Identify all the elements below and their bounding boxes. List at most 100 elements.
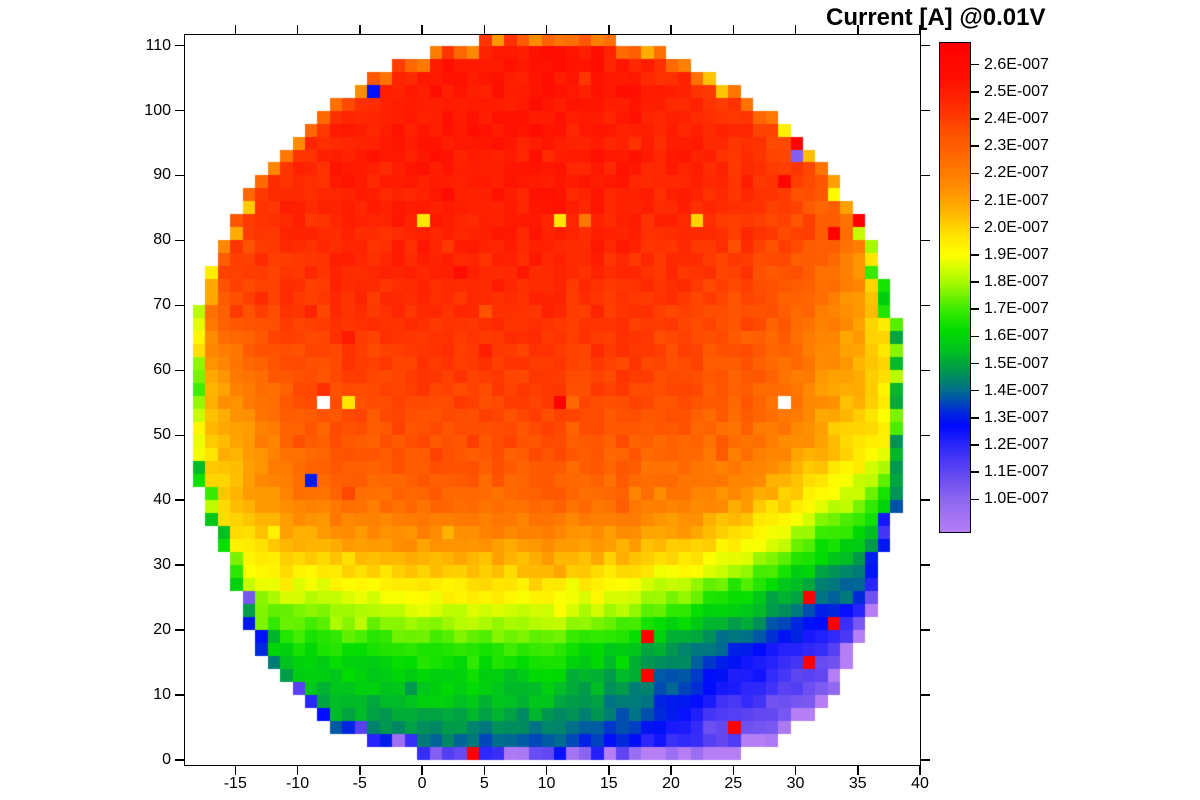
y-axis-tick (175, 369, 185, 372)
x-tick-label: -10 (285, 775, 310, 792)
x-axis-top-tick (234, 25, 237, 35)
y-axis-right-tick (920, 174, 930, 177)
x-axis-tick (296, 765, 299, 775)
x-axis-tick (919, 765, 921, 775)
colorbar-tick (970, 362, 979, 365)
y-axis-right-tick (920, 564, 930, 566)
x-axis-tick (483, 765, 486, 775)
x-tick-label: 10 (537, 775, 556, 792)
y-tick-label: 60 (153, 361, 171, 379)
colorbar-tick-label: 1.7E-007 (984, 300, 1049, 318)
colorbar-tick-label: 1.0E-007 (984, 490, 1049, 508)
y-axis-right-tick (920, 499, 930, 501)
colorbar-tick-label: 1.2E-007 (984, 436, 1049, 454)
y-tick-label: 20 (153, 621, 171, 639)
x-axis-top-tick (794, 25, 797, 35)
colorbar-tick (970, 172, 979, 175)
x-tick-label: 35 (848, 775, 867, 792)
y-axis-tick (175, 694, 185, 696)
colorbar-tick-label: 1.3E-007 (984, 408, 1049, 426)
x-tick-label: 15 (599, 775, 618, 792)
x-axis-tick (421, 765, 423, 775)
colorbar-tick-label: 2.1E-007 (984, 191, 1049, 209)
x-tick-label: -15 (223, 775, 247, 792)
y-tick-label: 10 (153, 686, 171, 704)
x-axis-tick (857, 765, 859, 775)
y-axis-right-tick (920, 694, 930, 696)
y-tick-label: 80 (153, 231, 171, 249)
colorbar-tick (970, 226, 979, 229)
y-tick-label: 0 (162, 750, 171, 768)
colorbar-tick (970, 335, 979, 338)
x-axis-tick (545, 765, 548, 775)
x-axis-tick (359, 765, 361, 775)
x-axis-tick (608, 765, 610, 775)
colorbar-tick (970, 91, 979, 93)
colorbar-tick (970, 308, 979, 310)
x-axis-tick (234, 765, 237, 775)
colorbar-tick-label: 1.1E-007 (984, 463, 1049, 481)
y-axis-tick (175, 239, 185, 242)
colorbar-tick (970, 254, 979, 256)
x-axis-top-tick (421, 25, 423, 35)
y-axis-tick (175, 759, 185, 761)
colorbar-tick (970, 389, 979, 392)
y-axis-tick (175, 174, 185, 177)
x-tick-label: 0 (417, 775, 427, 792)
y-axis-right-tick (920, 44, 930, 47)
y-axis-right-tick (920, 629, 930, 631)
x-tick-label: 30 (786, 775, 805, 792)
colorbar-tick-label: 2.3E-007 (984, 137, 1049, 155)
colorbar-tick (970, 471, 979, 473)
x-axis-top-tick (359, 25, 361, 35)
colorbar-tick-label: 1.5E-007 (984, 354, 1049, 372)
colorbar-tick (970, 145, 979, 147)
x-axis-tick (732, 765, 734, 775)
x-axis-top-tick (483, 25, 486, 35)
x-axis-top-tick (732, 25, 734, 35)
y-tick-label: 110 (145, 36, 171, 54)
colorbar-tick-label: 2.4E-007 (984, 110, 1049, 128)
y-axis-right-tick (920, 759, 930, 761)
colorbar-tick (970, 281, 979, 283)
colorbar-tick (970, 63, 979, 66)
y-axis-tick (175, 44, 185, 47)
y-tick-label: 30 (153, 556, 171, 574)
x-tick-label: 25 (724, 775, 743, 792)
y-axis-right-tick (920, 369, 930, 372)
chart-title: Current [A] @0.01V (826, 4, 1046, 31)
x-axis-top-tick (670, 25, 672, 35)
x-tick-label: 40 (911, 775, 929, 792)
y-tick-label: 40 (153, 491, 171, 509)
colorbar-tick-label: 1.9E-007 (984, 245, 1049, 263)
x-axis-top-tick (919, 25, 921, 35)
y-tick-label: 70 (153, 296, 171, 314)
colorbar-tick (970, 498, 979, 501)
x-axis-tick (670, 765, 672, 775)
y-tick-label: 90 (153, 166, 171, 184)
colorbar-tick-label: 2.5E-007 (984, 82, 1049, 100)
y-axis-tick (175, 564, 185, 566)
y-tick-label: 50 (153, 426, 171, 444)
y-axis-tick (175, 629, 185, 631)
x-tick-label: 20 (662, 775, 680, 792)
x-axis-tick (794, 765, 797, 775)
y-tick-label: 100 (144, 101, 171, 119)
colorbar-tick (970, 417, 979, 419)
x-tick-label: 5 (479, 775, 489, 792)
x-tick-label: -5 (352, 775, 367, 792)
y-axis-right-tick (920, 434, 930, 437)
colorbar-tick-label: 2.0E-007 (984, 218, 1049, 236)
y-axis-tick (175, 499, 185, 501)
x-axis-top-tick (296, 25, 299, 35)
colorbar-gradient-canvas (940, 43, 970, 532)
colorbar-tick-label: 1.8E-007 (984, 273, 1049, 291)
y-axis-right-tick (920, 304, 930, 307)
x-axis-top-tick (857, 25, 859, 35)
y-axis-right-tick (920, 239, 930, 242)
colorbar-tick (970, 118, 979, 120)
colorbar-tick-label: 2.2E-007 (984, 164, 1049, 182)
colorbar-tick-label: 2.6E-007 (984, 55, 1049, 73)
x-axis-top-tick (545, 25, 548, 35)
